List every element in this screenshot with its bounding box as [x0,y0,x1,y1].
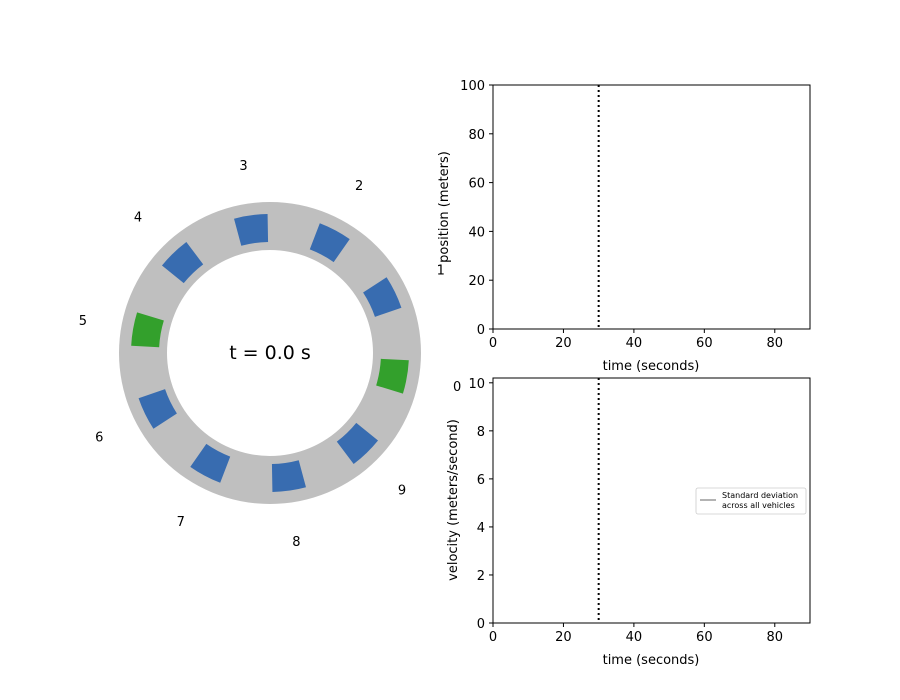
position-y-tick-label: 80 [468,128,485,143]
vehicle-label-6: 6 [95,430,103,445]
legend-label-line2: across all vehicles [722,501,795,510]
vehicle-label-7: 7 [177,515,185,530]
vehicle-7 [190,443,231,483]
position-x-tick-label: 20 [555,336,572,351]
vehicle-5 [131,312,164,348]
velocity-y-tick-label: 8 [477,425,485,440]
ring-track [119,202,421,504]
position-y-tick-label: 20 [468,274,485,289]
velocity-x-ticks: 0 20 40 60 80 [489,623,783,645]
velocity-x-tick-label: 0 [489,630,497,645]
time-label: t = 0.0 s [229,342,311,364]
position-x-axis-label: time (seconds) [603,359,700,374]
vehicle-3 [234,214,269,246]
ring-vehicles [131,214,409,492]
position-x-tick-label: 60 [696,336,713,351]
legend-label-line1: Standard deviation [722,491,798,500]
position-y-tick-label: 100 [460,79,485,94]
vehicle-label-9: 9 [398,484,406,499]
position-y-tick-label: 0 [477,323,485,338]
vehicle-label-1: 1 [437,264,445,279]
velocity-x-axis-label: time (seconds) [603,653,700,668]
vehicle-1 [363,277,402,317]
legend-box [695,487,807,515]
vehicle-label-8: 8 [292,535,300,550]
position-x-tick-label: 0 [489,336,497,351]
ring-vehicle-labels: 0 1 2 3 4 5 6 7 8 9 [79,159,462,550]
position-y-ticks: 0 20 40 60 80 100 [460,79,493,338]
velocity-x-tick-label: 60 [696,630,713,645]
position-chart: 0 20 40 60 80 0 20 40 60 80 100 time (seconds) po… [437,79,811,374]
vehicle-8 [271,460,306,492]
vehicle-6 [138,389,177,429]
position-x-tick-label: 80 [767,336,784,351]
vehicle-9 [336,422,379,465]
velocity-x-tick-label: 40 [626,630,643,645]
velocity-x-tick-label: 20 [555,630,572,645]
vehicle-4 [161,241,204,284]
velocity-y-tick-label: 10 [468,377,485,392]
position-y-tick-label: 60 [468,177,485,192]
position-y-axis-label: position (meters) [437,151,452,263]
vehicle-label-2: 2 [355,179,363,194]
velocity-x-tick-label: 80 [767,630,784,645]
velocity-legend: Standard deviation across all vehicles [695,487,807,515]
vehicle-0 [376,358,409,394]
velocity-y-tick-label: 2 [477,569,485,584]
vehicle-2 [309,223,350,263]
velocity-y-tick-label: 6 [477,473,485,488]
position-plot-frame [492,84,811,330]
velocity-chart: 0 20 40 60 80 0 2 4 6 8 10 time (seconds) velocit… [446,377,811,668]
position-x-ticks: 0 20 40 60 80 [489,329,783,351]
velocity-y-ticks: 0 2 4 6 8 10 [468,377,493,632]
vehicle-label-5: 5 [79,314,87,329]
velocity-y-tick-label: 4 [477,521,485,536]
velocity-y-tick-label: 0 [477,617,485,632]
position-y-tick-label: 40 [468,225,485,240]
vehicle-label-0: 0 [453,380,461,395]
ring-road-panel: 0 1 2 3 4 5 6 7 8 9 t = 0.0 s [79,159,462,550]
vehicle-label-4: 4 [134,210,142,225]
vehicle-label-3: 3 [239,159,247,174]
velocity-y-axis-label: velocity (meters/second) [446,419,461,581]
position-x-tick-label: 40 [626,336,643,351]
